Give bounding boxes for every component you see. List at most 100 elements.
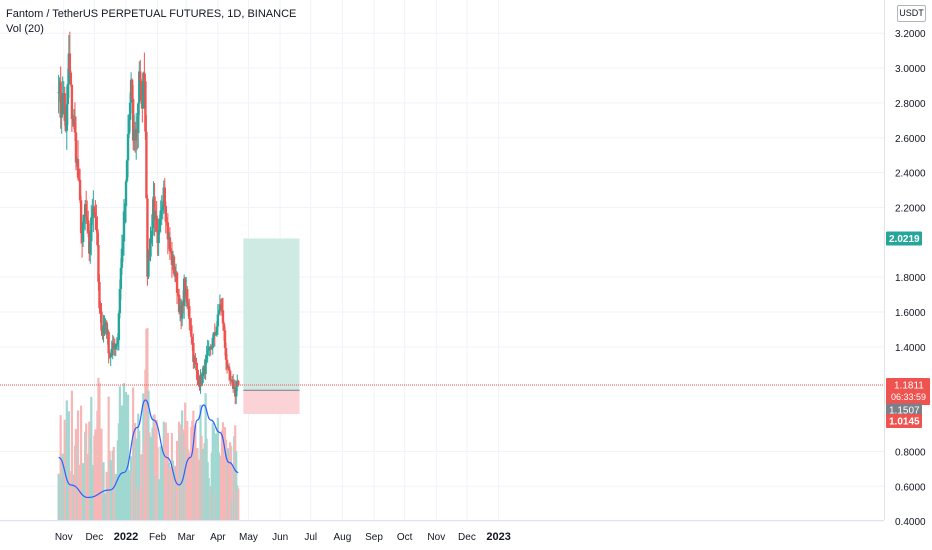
candle-body bbox=[74, 132, 78, 163]
candle-body bbox=[211, 337, 214, 348]
volume-bar bbox=[126, 394, 130, 520]
candles bbox=[57, 31, 240, 405]
candle-body bbox=[237, 380, 240, 386]
candle-body bbox=[100, 311, 103, 331]
price-tick: 0.4000 bbox=[895, 517, 926, 528]
candle-body bbox=[146, 198, 149, 277]
time-axis[interactable]: Nov Dec 2022 Feb Mar Apr May Jun Jul Aug Sep Oct Nov… bbox=[55, 531, 511, 543]
candle-body bbox=[98, 281, 101, 309]
candle-body bbox=[153, 196, 156, 221]
profit-zone[interactable] bbox=[243, 238, 300, 391]
time-tick: Nov bbox=[427, 532, 445, 543]
candle-body bbox=[131, 98, 135, 141]
candle-body bbox=[187, 302, 190, 307]
volume-ma-line bbox=[58, 399, 239, 499]
candle-body bbox=[108, 353, 111, 358]
volume-bar bbox=[122, 383, 126, 520]
candle-body bbox=[158, 218, 161, 232]
candle-body bbox=[189, 318, 192, 326]
candle-body bbox=[110, 348, 113, 356]
time-tick: 2023 bbox=[486, 531, 510, 543]
price-tick: 1.4000 bbox=[895, 343, 926, 354]
candle-body bbox=[149, 239, 152, 257]
candle-body bbox=[214, 333, 218, 336]
candle-body bbox=[155, 215, 158, 230]
stop-price-label: 1.0145 bbox=[889, 417, 920, 428]
candle-body bbox=[73, 123, 77, 133]
candle-body bbox=[66, 84, 70, 105]
volume-bar bbox=[98, 382, 101, 520]
candle-body bbox=[95, 217, 98, 230]
candle-body bbox=[197, 375, 200, 385]
candle-body bbox=[79, 200, 83, 234]
candle-body bbox=[125, 160, 129, 182]
candle-body bbox=[118, 288, 122, 314]
candle-body bbox=[57, 92, 60, 94]
candle-body bbox=[139, 71, 142, 81]
candle-body bbox=[103, 323, 106, 326]
candle-body bbox=[99, 308, 102, 312]
candle-body bbox=[84, 204, 88, 217]
volume-bar bbox=[90, 396, 93, 520]
long-position-tool[interactable] bbox=[243, 238, 300, 415]
candle-body bbox=[196, 370, 199, 376]
time-tick: 2022 bbox=[114, 531, 138, 543]
loss-zone[interactable] bbox=[243, 390, 300, 415]
candle-body bbox=[117, 313, 121, 341]
candle-body bbox=[205, 355, 208, 360]
candle-body bbox=[215, 326, 219, 334]
time-tick: Nov bbox=[55, 532, 73, 543]
candle-body bbox=[130, 79, 134, 99]
volume-bar bbox=[237, 488, 240, 520]
candle-body bbox=[69, 72, 73, 85]
volume-bar bbox=[172, 465, 176, 520]
candle-body bbox=[172, 256, 176, 274]
price-tick: 2.4000 bbox=[895, 169, 926, 180]
candle-body bbox=[65, 104, 68, 131]
candle-body bbox=[59, 81, 62, 118]
candle-body bbox=[124, 181, 128, 207]
candle-body bbox=[157, 231, 160, 244]
price-axis[interactable]: 3.2000 3.0000 2.8000 2.6000 2.4000 2.2000 1.80… bbox=[895, 29, 926, 528]
last-price-label: 1.1811 bbox=[894, 380, 924, 391]
candle-body bbox=[145, 131, 148, 199]
candle-body bbox=[150, 235, 153, 240]
candle-body bbox=[112, 342, 115, 347]
price-tick: 1.6000 bbox=[895, 308, 926, 319]
price-tick: 2.8000 bbox=[895, 99, 926, 110]
time-tick: Jul bbox=[304, 532, 317, 543]
candle-body bbox=[94, 212, 97, 218]
candle-body bbox=[96, 229, 99, 246]
candle-body bbox=[61, 93, 64, 115]
symbol-legend[interactable]: Fantom / TetherUS PERPETUAL FUTURES, 1D,… bbox=[6, 8, 297, 20]
stop-price-label-bg bbox=[886, 414, 922, 429]
candle-body bbox=[147, 249, 150, 277]
candle-body bbox=[137, 103, 140, 134]
volume-bar bbox=[112, 446, 115, 520]
time-tick: Dec bbox=[85, 532, 103, 543]
volume-bar bbox=[70, 390, 73, 520]
volume-indicator-legend[interactable]: Vol (20) bbox=[6, 23, 44, 35]
candle-body bbox=[223, 330, 227, 348]
candle-body bbox=[90, 217, 93, 242]
candle-body bbox=[217, 310, 221, 315]
candle-body bbox=[229, 379, 233, 381]
volume-bar bbox=[153, 414, 156, 520]
candle-body bbox=[235, 386, 238, 397]
entry-price-label-bg bbox=[886, 403, 922, 417]
candle-body bbox=[128, 102, 132, 120]
candle-body bbox=[70, 84, 74, 120]
candle-body bbox=[151, 214, 154, 236]
candle-body bbox=[159, 210, 162, 219]
candle-body bbox=[222, 323, 226, 331]
time-tick: May bbox=[239, 532, 258, 543]
currency-button[interactable]: USDT bbox=[897, 5, 926, 22]
candle-body bbox=[93, 206, 96, 213]
candle-body bbox=[140, 80, 143, 101]
candle-body bbox=[163, 187, 166, 206]
candle-body bbox=[201, 372, 204, 383]
candle-body bbox=[119, 267, 123, 289]
candle-body bbox=[105, 321, 108, 335]
candle-body bbox=[218, 304, 222, 311]
